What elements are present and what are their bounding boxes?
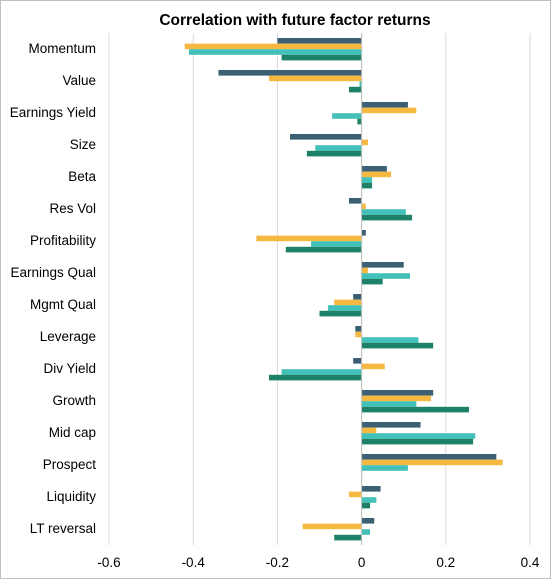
- category-label: Value: [62, 73, 96, 88]
- bar: [277, 38, 362, 44]
- bar: [361, 406, 469, 413]
- bar: [281, 369, 362, 375]
- bar: [361, 433, 476, 439]
- bar: [348, 86, 362, 93]
- category-label: Leverage: [40, 329, 96, 344]
- bar: [361, 337, 419, 343]
- bar: [361, 529, 371, 535]
- bar: [218, 70, 362, 76]
- bar: [355, 326, 362, 332]
- bar: [361, 102, 408, 108]
- bar: [361, 166, 387, 172]
- bar: [268, 374, 362, 381]
- bar: [268, 75, 362, 82]
- bar: [302, 523, 362, 530]
- bar: [361, 203, 366, 210]
- bar: [290, 134, 362, 140]
- bar: [361, 427, 377, 434]
- x-tick-label: 0.4: [521, 555, 540, 570]
- category-label: Earnings Yield: [10, 105, 96, 120]
- bar: [361, 390, 434, 396]
- bar: [361, 395, 432, 402]
- gridlines: [108, 33, 531, 545]
- bar: [361, 454, 497, 460]
- category-label: Size: [70, 137, 96, 152]
- category-label: Earnings Qual: [10, 265, 96, 280]
- bar: [306, 150, 362, 157]
- bar: [361, 171, 392, 178]
- bar: [361, 262, 404, 268]
- bar: [315, 145, 362, 151]
- x-tick-label: 0.2: [436, 555, 455, 570]
- category-label: Liquidity: [46, 489, 96, 504]
- category-labels: Momentum Value Earnings Yield Size Beta Res V…: [10, 41, 97, 536]
- bar: [332, 113, 362, 119]
- x-tick-label: -0.4: [182, 555, 206, 570]
- bar: [361, 518, 375, 524]
- bar: [334, 299, 362, 306]
- bar: [361, 209, 406, 215]
- bar: [361, 486, 381, 492]
- bar: [361, 139, 368, 146]
- category-label: Div Yield: [43, 361, 96, 376]
- bar: [361, 230, 366, 236]
- bar: [285, 246, 362, 253]
- bar: [348, 491, 362, 498]
- bar: [361, 465, 408, 471]
- bar: [184, 43, 362, 50]
- bar: [355, 331, 362, 338]
- bar: [361, 267, 368, 274]
- bar: [361, 459, 503, 466]
- bar: [361, 363, 385, 370]
- category-label: LT reversal: [30, 521, 96, 536]
- bar: [361, 273, 411, 279]
- chart-title: Correlation with future factor returns: [159, 12, 430, 29]
- category-label: Profitability: [30, 233, 96, 248]
- category-label: Res Vol: [49, 201, 96, 216]
- category-label: Momentum: [28, 41, 96, 56]
- bar: [361, 278, 383, 285]
- category-label: Prospect: [43, 457, 97, 472]
- bar: [361, 422, 421, 428]
- category-label: Mgmt Qual: [30, 297, 96, 312]
- category-label: Growth: [52, 393, 96, 408]
- x-tick-label: -0.2: [266, 555, 289, 570]
- bar: [256, 235, 362, 242]
- bar: [361, 182, 373, 189]
- bars: [184, 38, 503, 541]
- x-tick-label: 0: [358, 555, 366, 570]
- bar: [188, 49, 362, 55]
- bar: [359, 81, 362, 87]
- bar: [319, 310, 362, 317]
- category-label: Beta: [68, 169, 96, 184]
- bar: [327, 305, 362, 311]
- bar: [353, 358, 362, 364]
- bar: [281, 54, 362, 61]
- bar: [361, 177, 373, 183]
- bar: [361, 502, 371, 509]
- bar: [361, 214, 413, 221]
- bar: [357, 118, 362, 125]
- bar: [361, 107, 417, 114]
- bar: [361, 497, 377, 503]
- bar: [311, 241, 362, 247]
- bar: [361, 401, 417, 407]
- bar: [334, 534, 362, 541]
- bar: [361, 342, 434, 349]
- category-label: Mid cap: [49, 425, 96, 440]
- bar: [361, 438, 474, 445]
- bar: [348, 198, 362, 204]
- bar: [353, 294, 362, 300]
- x-tick-label: -0.6: [97, 555, 120, 570]
- tick-labels: -0.6 -0.4 -0.2 0 0.2 0.4: [97, 555, 540, 570]
